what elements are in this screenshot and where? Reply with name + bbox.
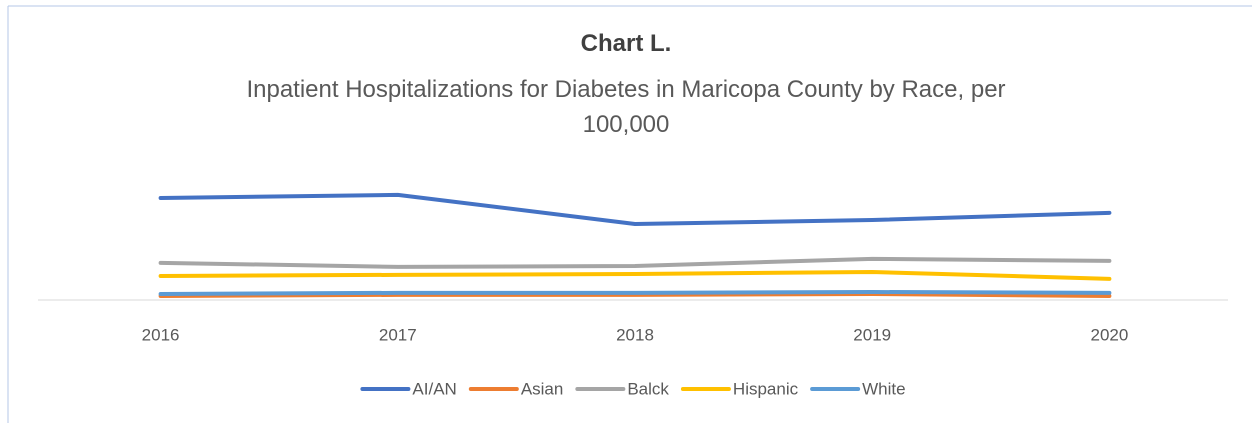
chart-title: Chart L. xyxy=(580,30,672,57)
x-tick-label: 2019 xyxy=(853,325,891,344)
line-series xyxy=(158,290,1112,296)
legend-label: White xyxy=(862,379,905,398)
legend-label: Asian xyxy=(521,379,564,398)
legend-label: Hispanic xyxy=(733,379,799,398)
legend-label: AI/AN xyxy=(412,379,456,398)
x-tick-label: 2016 xyxy=(142,325,180,344)
legend-label: Balck xyxy=(627,379,669,398)
line-series xyxy=(158,192,1112,226)
line-series xyxy=(158,256,1112,269)
chart-subtitle: Inpatient Hospitalizations for Diabetes … xyxy=(246,76,1006,138)
x-tick-label: 2017 xyxy=(379,325,417,344)
x-tick-label: 2018 xyxy=(616,325,654,344)
x-tick-label: 2020 xyxy=(1090,325,1128,344)
line-series xyxy=(158,270,1112,281)
